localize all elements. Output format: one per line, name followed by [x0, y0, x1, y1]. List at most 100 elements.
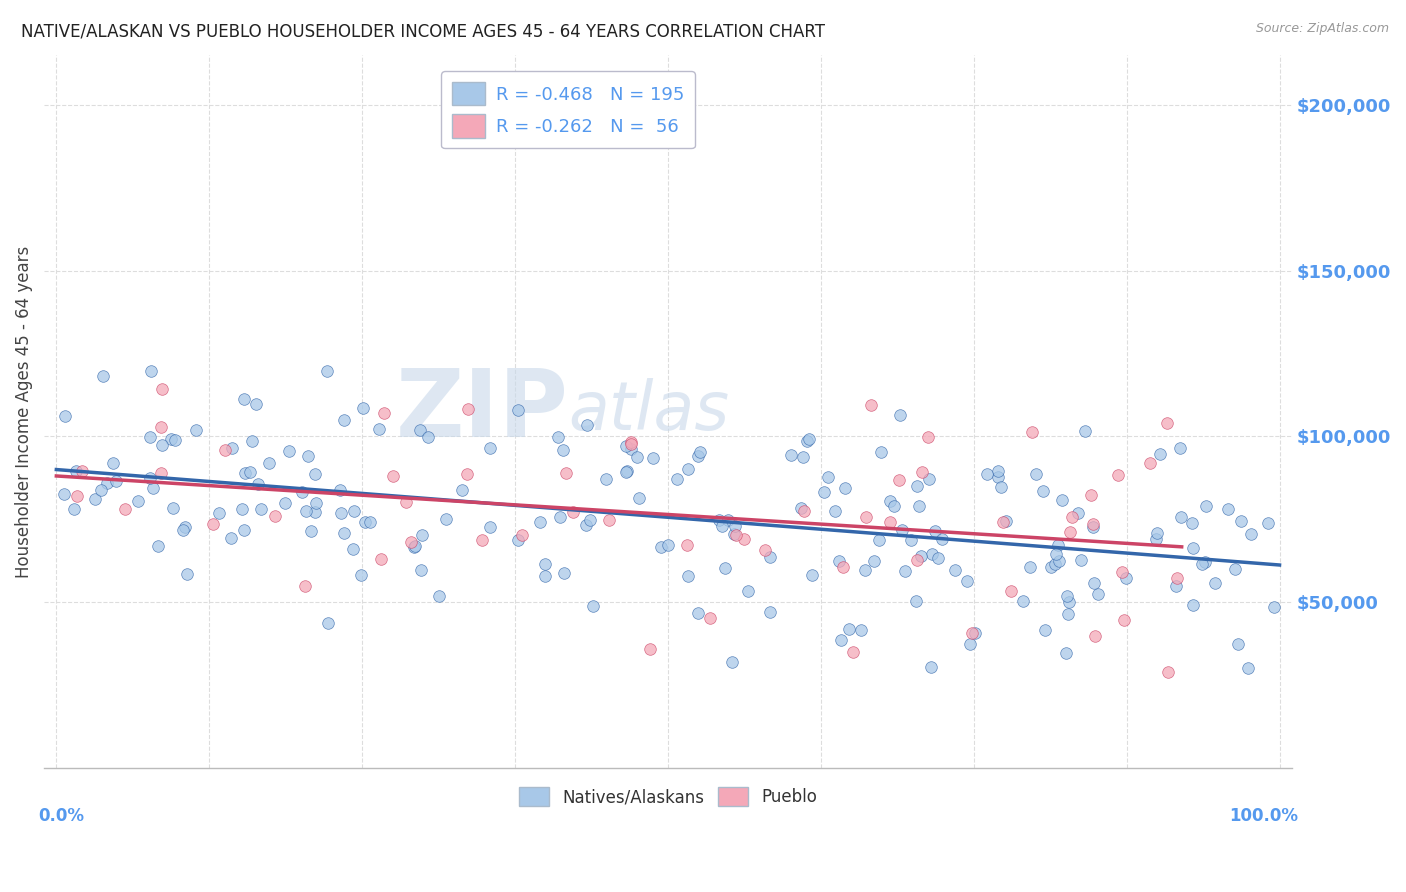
Point — [333, 525, 356, 540]
Point — [686, 607, 709, 621]
Point — [219, 531, 242, 545]
Point — [796, 434, 818, 448]
Point — [889, 409, 911, 423]
Point — [1144, 532, 1167, 546]
Point — [304, 467, 326, 481]
Point — [650, 540, 672, 554]
Point — [801, 568, 824, 582]
Point — [1194, 556, 1216, 570]
Point — [924, 524, 946, 539]
Point — [506, 403, 529, 417]
Point — [297, 449, 319, 463]
Point — [1000, 583, 1022, 598]
Point — [620, 442, 643, 456]
Point — [894, 564, 917, 578]
Point — [395, 495, 418, 509]
Point — [956, 574, 979, 588]
Point — [562, 505, 585, 519]
Point — [246, 477, 269, 491]
Point — [853, 563, 876, 577]
Y-axis label: Householder Income Ages 45 - 64 years: Householder Income Ages 45 - 64 years — [15, 245, 32, 577]
Point — [70, 464, 93, 478]
Point — [1181, 541, 1204, 556]
Point — [1056, 590, 1078, 604]
Point — [149, 420, 172, 434]
Point — [1021, 425, 1043, 439]
Point — [1156, 416, 1178, 430]
Point — [1054, 646, 1077, 660]
Point — [62, 502, 84, 516]
Text: 100.0%: 100.0% — [1229, 807, 1298, 825]
Point — [1060, 510, 1083, 524]
Point — [479, 441, 502, 455]
Point — [551, 442, 574, 457]
Point — [990, 480, 1012, 494]
Point — [993, 515, 1015, 529]
Point — [883, 499, 905, 513]
Point — [792, 450, 814, 464]
Point — [330, 506, 353, 520]
Point — [855, 509, 877, 524]
Point — [1168, 441, 1191, 455]
Point — [1033, 623, 1056, 637]
Point — [665, 472, 688, 486]
Point — [849, 623, 872, 637]
Point — [1056, 607, 1078, 621]
Point — [127, 494, 149, 508]
Point — [575, 518, 598, 533]
Point — [436, 512, 458, 526]
Point — [1081, 519, 1104, 533]
Point — [456, 467, 478, 482]
Point — [1012, 594, 1035, 608]
Point — [1045, 547, 1067, 561]
Point — [1146, 526, 1168, 541]
Point — [534, 568, 557, 582]
Point — [294, 579, 316, 593]
Point — [274, 496, 297, 510]
Point — [1083, 575, 1105, 590]
Point — [343, 504, 366, 518]
Point — [626, 450, 648, 464]
Point — [1223, 562, 1246, 576]
Point — [1059, 524, 1081, 539]
Point — [235, 466, 257, 480]
Point — [1166, 579, 1188, 593]
Point — [1025, 467, 1047, 482]
Point — [790, 501, 813, 516]
Point — [547, 430, 569, 444]
Point — [208, 506, 231, 520]
Point — [359, 515, 381, 529]
Text: Source: ZipAtlas.com: Source: ZipAtlas.com — [1256, 22, 1389, 36]
Point — [1112, 613, 1135, 627]
Point — [676, 538, 699, 552]
Point — [240, 434, 263, 448]
Point — [1229, 514, 1251, 528]
Point — [721, 656, 744, 670]
Text: ZIP: ZIP — [395, 366, 568, 458]
Point — [368, 422, 391, 436]
Point — [160, 432, 183, 446]
Point — [614, 465, 637, 479]
Point — [553, 566, 575, 580]
Point — [987, 470, 1010, 484]
Point — [202, 516, 225, 531]
Point — [411, 528, 433, 542]
Point — [870, 444, 893, 458]
Point — [233, 392, 256, 406]
Point — [221, 441, 243, 455]
Point — [910, 549, 932, 563]
Point — [725, 528, 748, 542]
Point — [1181, 516, 1204, 530]
Point — [900, 533, 922, 547]
Point — [1070, 553, 1092, 567]
Point — [141, 364, 163, 378]
Point — [142, 482, 165, 496]
Point — [264, 509, 287, 524]
Point — [987, 464, 1010, 478]
Point — [291, 485, 314, 500]
Point — [411, 563, 433, 577]
Point — [105, 474, 128, 488]
Point — [1066, 506, 1088, 520]
Point — [832, 560, 855, 574]
Point — [162, 500, 184, 515]
